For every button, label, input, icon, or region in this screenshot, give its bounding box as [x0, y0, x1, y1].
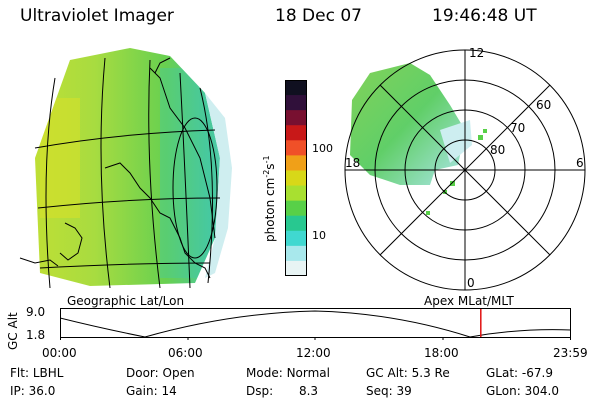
mlat-70-label: 70 — [510, 121, 526, 135]
altitude-ylabel: GC Alt — [6, 312, 20, 350]
geographic-label: Geographic Lat/Lon — [67, 294, 185, 308]
dsp-info: Dsp: 8.3 — [246, 384, 319, 398]
glon-info: GLon: 304.0 — [486, 384, 559, 398]
mlt-6-label: 6 — [576, 156, 584, 170]
colorbar-swatch — [285, 245, 307, 262]
colorbar-swatch — [285, 215, 307, 232]
gain-info: Gain: 14 — [126, 384, 177, 398]
time-label: 19:46:48 UT — [432, 6, 537, 26]
door-info: Door: Open — [126, 366, 195, 380]
colorbar-unit-label: photon cm-2s-1 — [262, 155, 277, 242]
colorbar-swatch — [285, 80, 307, 96]
filter-info: Flt: LBHL — [10, 366, 64, 380]
polar-plot — [344, 49, 586, 291]
mlt-12-label: 12 — [469, 46, 485, 60]
mlat-80-label: 80 — [490, 143, 506, 157]
glat-info: GLat: -67.9 — [486, 366, 553, 380]
colorbar-swatch — [285, 155, 307, 171]
apex-label: Apex MLat/MLT — [424, 294, 514, 308]
colorbar-swatch — [285, 125, 307, 141]
colorbar-tick-100: 100 — [312, 142, 333, 155]
colorbar-swatch — [285, 185, 307, 202]
seq-info: Seq: 39 — [366, 384, 412, 398]
mlat-60-label: 60 — [536, 98, 552, 112]
x-tick-0600: 06:00 — [168, 346, 203, 360]
x-tick-1800: 18:00 — [424, 346, 459, 360]
colorbar-swatch — [285, 260, 307, 276]
mlt-18-label: 18 — [345, 156, 361, 170]
mlt-0-label: 0 — [467, 276, 475, 290]
geographic-map — [19, 48, 232, 289]
x-tick-0000: 00:00 — [42, 346, 77, 360]
gcalt-info: GC Alt: 5.3 Re — [366, 366, 450, 380]
colorbar-swatch — [285, 200, 307, 217]
date-label: 18 Dec 07 — [275, 6, 362, 26]
altitude-plot — [60, 308, 572, 340]
colorbar-swatch — [285, 140, 307, 156]
mode-info: Mode: Normal — [246, 366, 330, 380]
colorbar-swatch — [285, 230, 307, 247]
colorbar-tick-10: 10 — [312, 229, 326, 242]
altitude-ymax: 9.0 — [26, 305, 46, 319]
instrument-title: Ultraviolet Imager — [20, 6, 174, 26]
colorbar-swatch — [285, 95, 307, 111]
colorbar-swatch — [285, 110, 307, 126]
ip-info: IP: 36.0 — [10, 384, 56, 398]
colorbar — [285, 80, 307, 276]
x-tick-1200: 12:00 — [296, 346, 331, 360]
altitude-ymin: 1.8 — [26, 328, 46, 342]
x-tick-2359: 23:59 — [553, 346, 588, 360]
colorbar-swatch — [285, 170, 307, 187]
